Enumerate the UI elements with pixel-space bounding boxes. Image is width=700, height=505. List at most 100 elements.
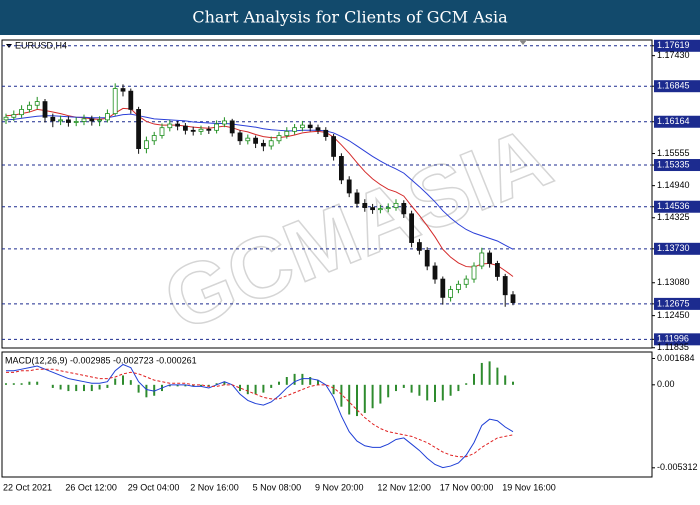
histogram-bar [387, 384, 390, 398]
candle-body [487, 252, 493, 264]
histogram-bar [465, 383, 468, 385]
candle-body [292, 127, 298, 132]
histogram-bar [192, 384, 195, 387]
candle-body [50, 116, 56, 122]
y-tick-label: -0.005312 [657, 462, 698, 472]
candle-body [260, 142, 266, 147]
y-tick-label: 1.16845 [657, 81, 690, 91]
histogram-bar [332, 384, 335, 395]
histogram-bar [114, 378, 117, 385]
candle-body [151, 135, 157, 142]
histogram-bar [145, 384, 148, 398]
candle-body [401, 202, 407, 215]
histogram-bar [363, 384, 366, 413]
candle-body [299, 124, 305, 129]
candle-body [331, 136, 337, 157]
y-tick-label: 1.13730 [657, 243, 690, 253]
histogram-bar [106, 384, 109, 388]
candle-body [214, 123, 220, 131]
candle-body [105, 113, 110, 121]
candle-body [245, 137, 251, 142]
header-bar [0, 0, 700, 35]
histogram-bar [418, 384, 421, 396]
histogram-bar [239, 384, 241, 392]
macd-label: MACD(12,26,9) -0.002985 -0.002723 -0.000… [5, 355, 197, 365]
candle-body [479, 252, 485, 267]
histogram-bar [137, 384, 140, 393]
candle-body [416, 242, 422, 251]
candle-body [112, 88, 118, 115]
candle-body [136, 109, 142, 149]
y-tick-label: 0.00 [657, 379, 675, 389]
histogram-bar [473, 373, 475, 385]
histogram-bar [184, 384, 187, 387]
y-tick-label: 1.17430 [657, 50, 690, 60]
histogram-bar [176, 384, 179, 387]
histogram-bar [317, 380, 319, 385]
candle-body [34, 101, 40, 106]
candle-body [284, 130, 290, 136]
candle-body [81, 118, 87, 122]
y-tick-label: 0.001684 [657, 353, 695, 363]
candle-body [3, 116, 9, 121]
histogram-bar [262, 384, 265, 393]
candle-body [510, 294, 516, 303]
histogram-bar [278, 381, 280, 385]
histogram-bar [379, 384, 382, 404]
histogram-bar [98, 384, 101, 390]
histogram-bar [223, 381, 226, 385]
histogram-bar [254, 384, 257, 395]
candle-body [128, 90, 134, 110]
x-tick-label: 29 Oct 04:00 [128, 482, 180, 492]
candle-body [182, 125, 188, 131]
moving-average [5, 113, 514, 250]
histogram-bar [426, 384, 429, 401]
candle-body [73, 121, 79, 123]
candle-body [190, 129, 196, 132]
candle-body [370, 207, 376, 211]
histogram-bar [168, 384, 171, 387]
candle-body [354, 192, 360, 204]
candle-body [471, 265, 477, 280]
level-label-box [654, 115, 700, 128]
candle-body [346, 179, 352, 194]
histogram-bar [512, 381, 514, 385]
histogram-bar [20, 383, 23, 385]
x-tick-label: 26 Oct 12:00 [65, 482, 117, 492]
histogram-bar [122, 375, 124, 385]
y-tick-label: 1.14940 [657, 180, 690, 190]
candle-body [463, 278, 469, 285]
histogram-bar [129, 380, 132, 385]
candle-body [393, 202, 399, 208]
histogram-bar [90, 384, 93, 392]
candle-body [268, 140, 274, 147]
level-label-box [654, 333, 700, 346]
histogram-bar [410, 384, 413, 393]
y-tick-label: 1.12675 [657, 298, 690, 308]
candle-body [229, 120, 235, 134]
candle-body [455, 283, 461, 290]
histogram-bar [293, 373, 296, 385]
candle-body [167, 123, 173, 129]
candle-body [143, 140, 149, 149]
candle-body [237, 132, 243, 142]
y-tick-label: 1.11996 [657, 334, 689, 344]
histogram-bar [371, 384, 374, 409]
x-tick-label: 22 Oct 2021 [3, 482, 52, 492]
candle-body [307, 124, 313, 129]
candle-body [448, 289, 454, 298]
shift-marker [519, 40, 527, 45]
histogram-bar [207, 384, 210, 387]
candle-body [89, 118, 95, 122]
histogram-bar [395, 384, 397, 392]
price-panel [1, 39, 653, 349]
x-tick-label: 19 Nov 16:00 [502, 482, 556, 492]
histogram-bar [285, 377, 288, 385]
histogram-bar [356, 384, 358, 417]
histogram-bar [402, 384, 405, 388]
histogram-bar [153, 384, 156, 396]
x-tick-label: 2 Nov 16:00 [190, 482, 239, 492]
histogram-bar [441, 384, 444, 401]
histogram-bar [309, 377, 312, 385]
